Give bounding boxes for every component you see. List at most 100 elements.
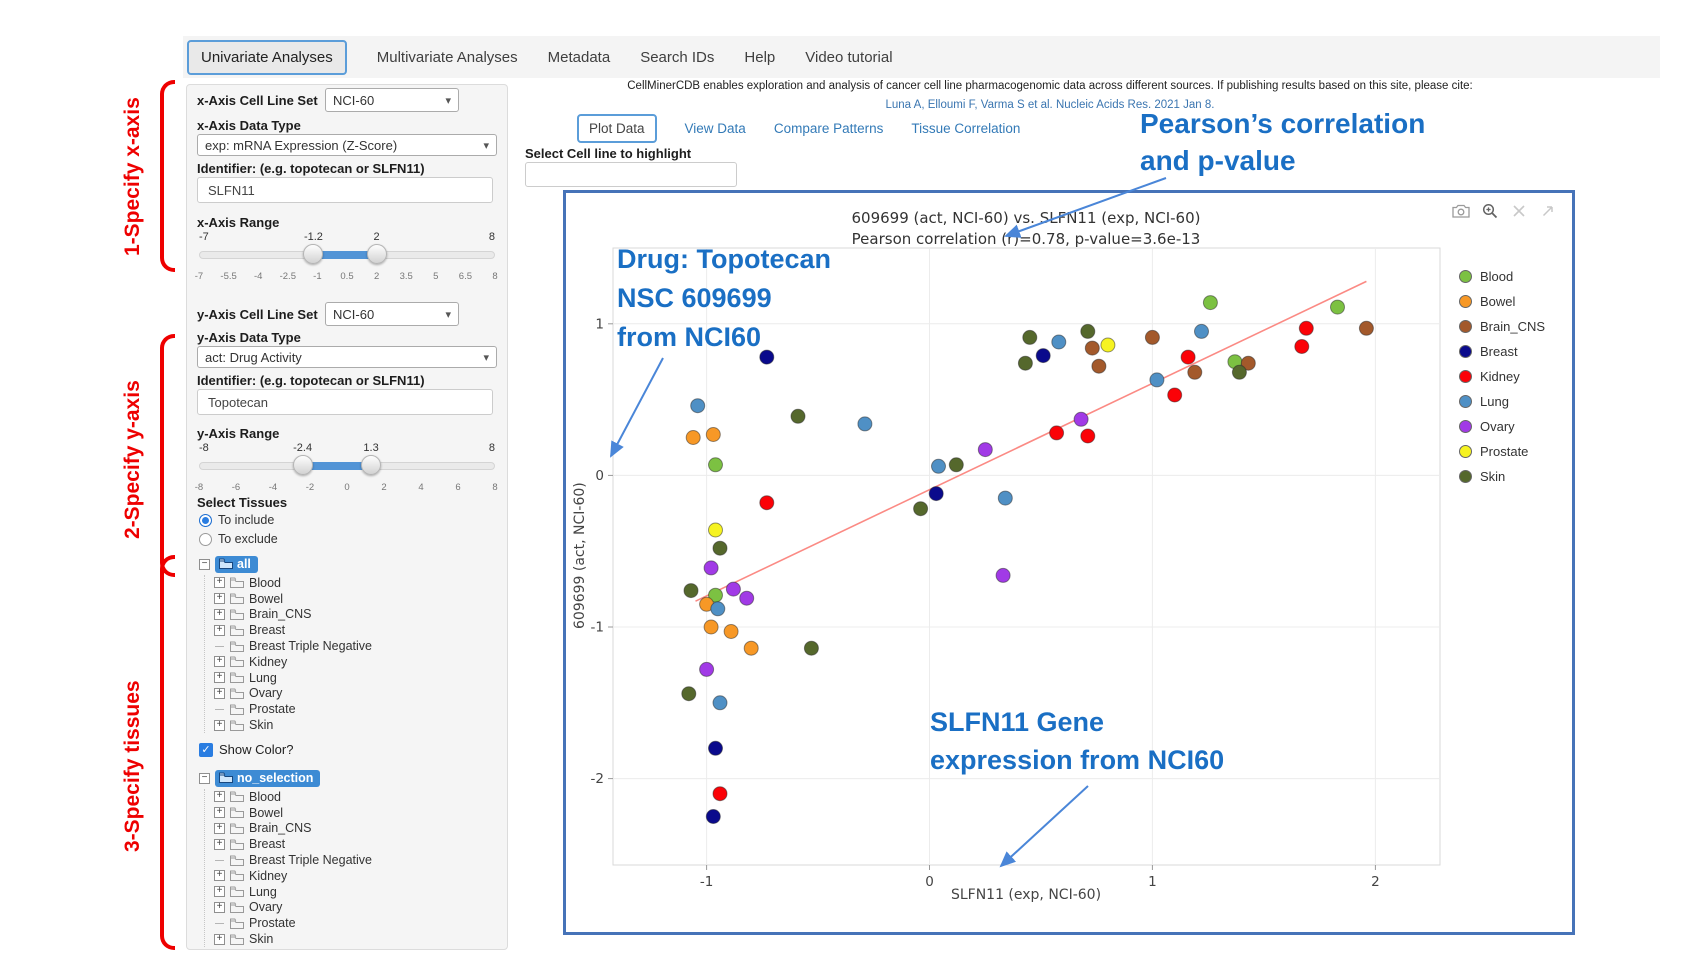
nav-tab-help[interactable]: Help [744,48,776,66]
expand-icon[interactable]: + [214,608,225,620]
data-point-bowel[interactable] [743,640,759,656]
data-point-kidney[interactable] [1294,339,1310,354]
data-point-bowel[interactable] [685,430,701,445]
tree-item-skin[interactable]: + Skin [214,717,372,733]
x-cell-line-set-select[interactable]: NCI-60 ▾ [325,88,459,112]
data-point-ovary[interactable] [977,442,993,458]
tree-root-pill[interactable]: no_selection [215,769,321,787]
expand-icon[interactable]: + [214,672,225,684]
data-point-lung[interactable] [857,416,873,432]
nav-tab-multivariate-analyses[interactable]: Multivariate Analyses [376,48,518,66]
tree-item-blood[interactable]: + Blood [214,575,372,591]
data-point-breast[interactable] [708,740,723,756]
data-point-brain-cns[interactable] [1358,320,1374,336]
nav-tab-video-tutorial[interactable]: Video tutorial [805,48,893,66]
data-point-kidney[interactable] [759,495,775,511]
data-point-skin[interactable] [948,457,964,473]
data-point-brain-cns[interactable] [1084,340,1100,356]
data-point-lung[interactable] [931,458,946,474]
tree-item-blood[interactable]: + Blood [214,789,372,805]
radio-to-exclude[interactable]: To exclude [199,532,278,546]
data-point-kidney[interactable] [1049,425,1065,441]
data-point-ovary[interactable] [703,560,719,576]
data-point-lung[interactable] [997,490,1013,506]
tree-item-kidney[interactable]: + Kidney [214,654,372,670]
data-point-breast[interactable] [1035,348,1051,364]
data-point-skin[interactable] [1080,323,1096,339]
expand-icon[interactable]: + [214,624,225,636]
collapse-icon[interactable]: − [199,772,210,784]
data-point-brain-cns[interactable] [1187,364,1203,380]
data-point-lung[interactable] [1149,372,1165,388]
tree-item-skin[interactable]: + Skin [214,931,372,947]
tree-root-all[interactable]: − all [199,555,372,573]
data-point-skin[interactable] [1017,355,1033,371]
zoom-in-icon[interactable] [1480,202,1500,220]
data-point-breast[interactable] [928,486,944,502]
tree-item-prostate[interactable]: Prostate [214,915,372,931]
legend-item-bowel[interactable]: Bowel [1459,294,1545,309]
data-point-lung[interactable] [690,398,706,414]
radio-to-include[interactable]: To include [199,513,274,527]
expand-icon[interactable]: + [214,577,225,589]
data-point-blood[interactable] [1330,299,1345,315]
data-point-skin[interactable] [1022,329,1038,345]
data-point-lung[interactable] [1194,323,1209,339]
x-identifier-input[interactable] [197,177,493,203]
expand-icon[interactable]: + [214,593,225,605]
data-point-blood[interactable] [708,457,723,473]
data-point-bowel[interactable] [705,427,721,442]
reset-axes-icon[interactable] [1538,202,1558,220]
slider-handle-low[interactable] [303,244,324,264]
data-point-kidney[interactable] [1080,428,1096,444]
expand-icon[interactable]: + [214,838,225,850]
radio-button-icon[interactable] [199,513,212,527]
tree-item-bowel[interactable]: + Bowel [214,805,372,821]
nav-tab-search-ids[interactable]: Search IDs [640,48,715,66]
camera-icon[interactable] [1451,202,1471,220]
tree-item-ovary[interactable]: + Ovary [214,686,372,702]
data-point-breast[interactable] [759,349,775,365]
data-point-kidney[interactable] [1298,320,1314,336]
data-point-lung[interactable] [1051,334,1067,350]
data-point-brain-cns[interactable] [1091,358,1107,374]
collapse-icon[interactable]: − [199,558,210,570]
data-point-prostate[interactable] [1100,337,1116,353]
show-color-checkbox-row[interactable]: ✓ Show Color? [199,742,293,757]
data-point-ovary[interactable] [699,661,715,677]
data-point-skin[interactable] [683,583,699,599]
data-point-kidney[interactable] [1167,387,1183,403]
legend-item-ovary[interactable]: Ovary [1459,419,1545,434]
expand-icon[interactable]: + [214,870,225,882]
tree-item-kidney[interactable]: + Kidney [214,868,372,884]
data-point-skin[interactable] [681,686,697,702]
tree-item-prostate[interactable]: Prostate [214,701,372,717]
expand-icon[interactable]: + [214,807,225,819]
scatter-plot[interactable]: -1 0 1 2 -2 -1 0 1 [566,193,1572,932]
expand-icon[interactable]: + [214,901,225,913]
data-point-ovary[interactable] [1073,411,1089,427]
legend-item-brain-cns[interactable]: Brain_CNS [1459,319,1545,334]
legend-item-lung[interactable]: Lung [1459,394,1545,409]
data-point-skin[interactable] [1231,364,1247,380]
data-point-ovary[interactable] [725,581,741,597]
legend-item-skin[interactable]: Skin [1459,469,1545,484]
tree-root-pill[interactable]: all [215,555,258,573]
slider-handle-low[interactable] [292,455,313,475]
data-point-skin[interactable] [913,501,929,517]
tree-item-bowel[interactable]: + Bowel [214,591,372,607]
tree-item-lung[interactable]: + Lung [214,884,372,900]
data-point-lung[interactable] [712,695,728,711]
expand-icon[interactable]: + [214,933,225,945]
x-data-type-select[interactable]: exp: mRNA Expression (Z-Score) ▾ [197,134,497,156]
legend-item-prostate[interactable]: Prostate [1459,444,1545,459]
data-point-skin[interactable] [790,408,806,424]
data-point-brain-cns[interactable] [1240,355,1256,371]
tree-root-no-selection[interactable]: − no_selection [199,769,372,787]
tree-item-breast[interactable]: + Breast [214,622,372,638]
zoom-box-icon[interactable] [1509,202,1529,220]
expand-icon[interactable]: + [214,719,225,731]
tree-item-ovary[interactable]: + Ovary [214,900,372,916]
slider-handle-high[interactable] [366,244,387,264]
legend-item-breast[interactable]: Breast [1459,344,1545,359]
